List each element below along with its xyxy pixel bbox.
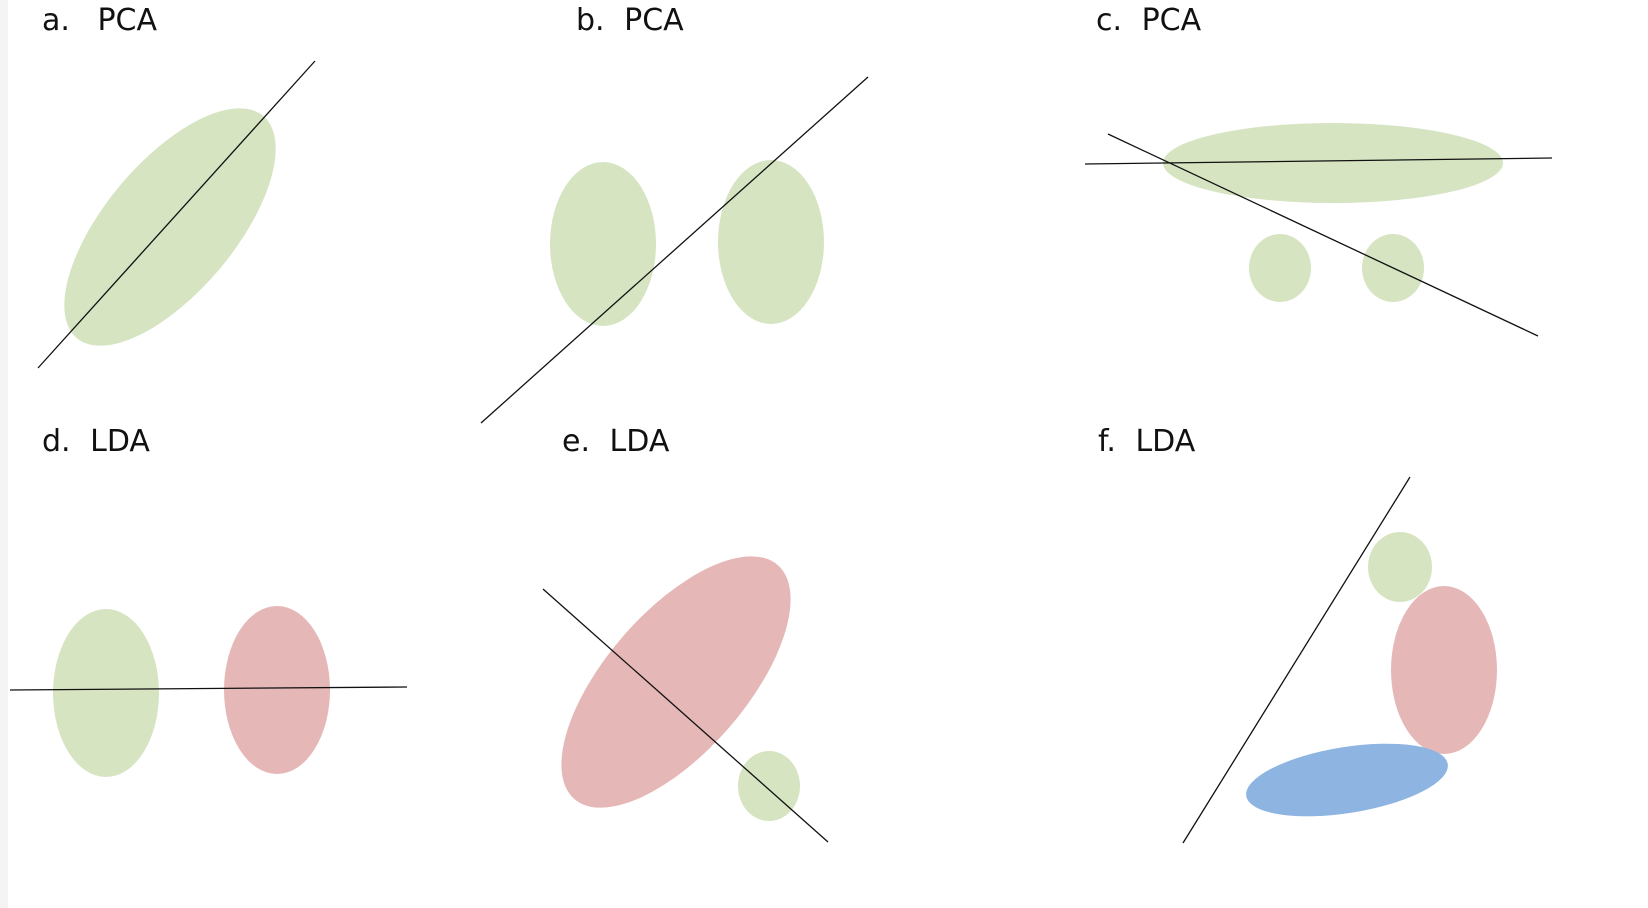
projection-line <box>1182 476 1411 844</box>
projection-line <box>9 686 408 691</box>
class-ellipse-green-small-left <box>1249 234 1311 302</box>
panel-e: e. LDA <box>542 424 829 843</box>
panel-d-letter: d. <box>42 424 71 459</box>
class-ellipse-red <box>561 556 791 808</box>
panel-f-label: f. LDA <box>1098 424 1196 459</box>
class-ellipse-green-left <box>550 162 656 326</box>
panel-b-letter: b. <box>576 3 605 38</box>
left-edge-shade <box>0 0 8 908</box>
projection-line <box>37 60 316 369</box>
panel-c-method: PCA <box>1142 3 1202 38</box>
panel-c: c. PCA <box>1084 3 1553 337</box>
class-ellipse-green-small <box>738 751 800 821</box>
panel-e-label: e. LDA <box>562 424 670 459</box>
panel-a-label: a. PCA <box>42 3 158 38</box>
class-ellipse-green <box>64 108 276 346</box>
panel-c-letter: c. <box>1096 3 1122 38</box>
panel-c-label: c. PCA <box>1096 3 1202 38</box>
projection-line <box>542 588 829 843</box>
class-ellipse-blue <box>1246 743 1448 817</box>
class-ellipse-green-small <box>1368 532 1432 602</box>
class-ellipse-green <box>53 609 159 777</box>
class-ellipse-green-wide <box>1163 123 1503 203</box>
projection-line-diagonal <box>1107 133 1539 337</box>
class-ellipse-green-right <box>718 160 824 324</box>
projection-line <box>480 76 869 424</box>
panel-a-method: PCA <box>97 3 157 38</box>
class-ellipse-red <box>224 606 330 774</box>
panel-d-method: LDA <box>90 424 150 459</box>
panel-a-letter: a. <box>42 3 70 38</box>
panel-f-method: LDA <box>1135 424 1195 459</box>
projection-line-horizontal <box>1084 157 1553 165</box>
panel-f-letter: f. <box>1098 424 1116 459</box>
panel-d: d. LDA <box>9 424 408 777</box>
panel-b-method: PCA <box>624 3 684 38</box>
panel-d-label: d. LDA <box>42 424 150 459</box>
panel-b: b. PCA <box>480 3 869 424</box>
panel-f: f. LDA <box>1098 424 1497 844</box>
panel-a: a. PCA <box>37 3 316 369</box>
panel-e-method: LDA <box>610 424 670 459</box>
class-ellipse-red <box>1391 586 1497 754</box>
panel-e-letter: e. <box>562 424 590 459</box>
panel-b-label: b. PCA <box>576 3 684 38</box>
